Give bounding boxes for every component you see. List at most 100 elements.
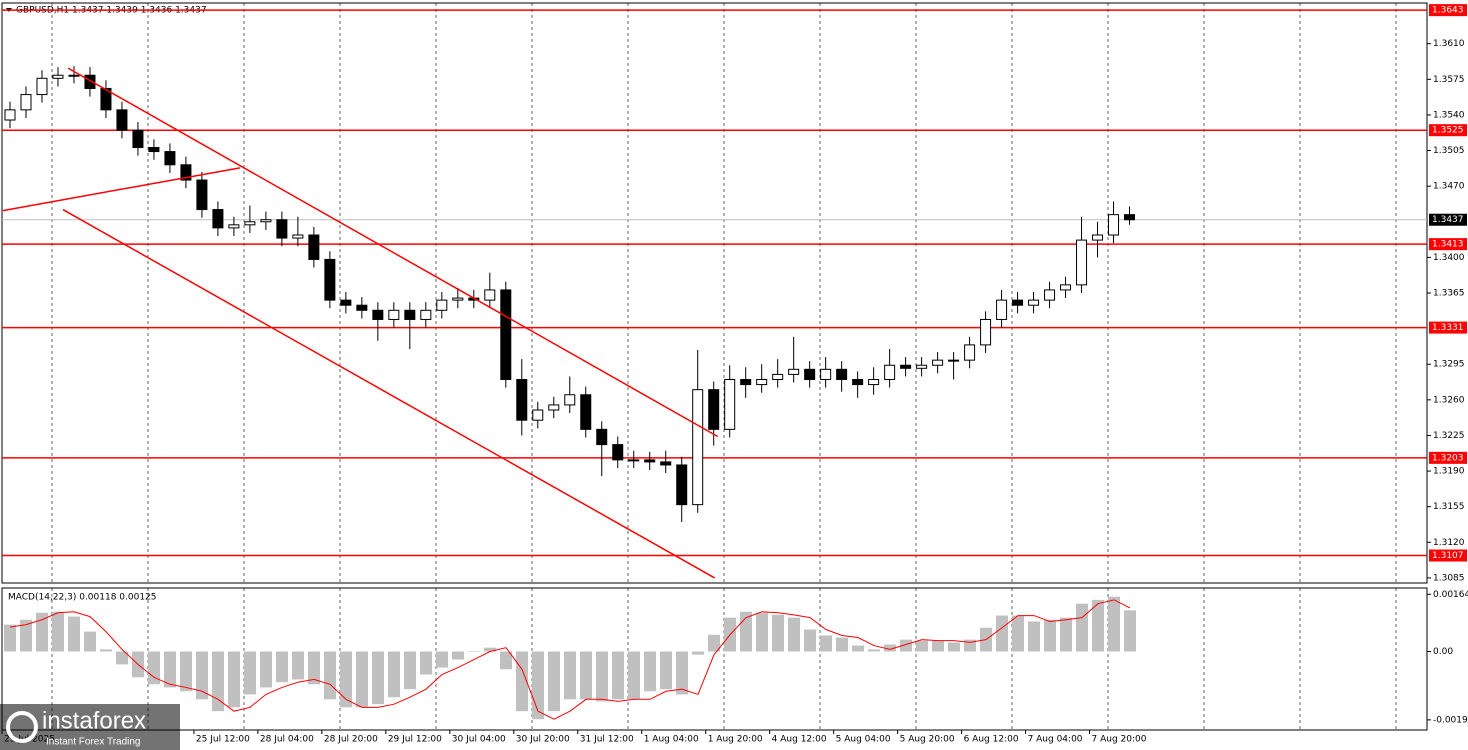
macd-bar (628, 651, 640, 700)
candle-body (564, 394, 576, 406)
candle-body (516, 378, 528, 421)
candle-body (532, 409, 544, 421)
level-label-box (1429, 238, 1467, 251)
macd-bar (180, 651, 192, 692)
candle-body (324, 258, 336, 301)
candle-body (4, 109, 16, 121)
last-price-label: 1.3437 (1432, 215, 1464, 225)
candle-body (356, 304, 368, 311)
macd-bar (1012, 615, 1024, 652)
y-tick-label: 1.3505 (1433, 146, 1465, 156)
candle-body (996, 299, 1008, 320)
candle-body (244, 221, 256, 226)
macd-bar (452, 651, 464, 660)
macd-bar (820, 635, 832, 652)
candle-body (612, 444, 624, 461)
trendline (2, 167, 241, 212)
candle-body (420, 309, 432, 320)
candle-body (308, 234, 320, 260)
candle-body (340, 299, 352, 306)
candle-body (196, 179, 208, 211)
candle-body (980, 318, 992, 346)
candle-body (68, 74, 80, 77)
macd-bar (228, 651, 240, 708)
macd-bar (756, 612, 768, 652)
macd-bar (1060, 617, 1072, 652)
macd-bar (212, 651, 224, 712)
y-tick-label: 1.3225 (1433, 431, 1465, 441)
candle-body (676, 464, 688, 506)
candle-body (820, 368, 832, 380)
y-tick-label: 1.3155 (1433, 502, 1465, 512)
macd-bar (916, 640, 928, 652)
candle-body (1124, 214, 1136, 221)
x-tick-label: 1 Aug 20:00 (708, 735, 763, 745)
macd-bar (900, 639, 912, 652)
macd-bar (260, 651, 272, 688)
logo-icon (6, 711, 38, 743)
y-tick-label: 1.3120 (1433, 538, 1465, 548)
logo-brand: instaforex (42, 707, 146, 734)
macd-bar (660, 651, 672, 690)
macd-bar (1076, 603, 1088, 652)
macd-bar (52, 611, 64, 652)
macd-bar (420, 651, 432, 675)
y-tick-label: 1.3400 (1433, 253, 1465, 263)
y-tick-label: 1.3085 (1433, 573, 1465, 583)
candle-body (1060, 284, 1072, 291)
x-tick-label: 25 Jul 12:00 (196, 735, 250, 745)
candle-body (868, 378, 880, 386)
macd-bar (340, 651, 352, 708)
candle-body (948, 359, 960, 362)
macd-bar (356, 651, 368, 708)
macd-bar (468, 651, 480, 652)
y-tick-label: 1.3610 (1433, 39, 1465, 49)
candle-body (900, 364, 912, 369)
candle-body (500, 289, 512, 380)
y-tick-label: 1.3540 (1433, 110, 1465, 120)
macd-bar (1124, 610, 1136, 652)
candle-body (1108, 214, 1120, 236)
macd-bar (100, 649, 112, 652)
candle-body (836, 368, 848, 380)
macd-bar (500, 651, 512, 670)
macd-bar (708, 634, 720, 652)
x-tick-label: 28 Jul 20:00 (324, 735, 378, 745)
candle-body (1076, 239, 1088, 286)
macd-bar (308, 651, 320, 685)
candle-body (580, 394, 592, 430)
x-tick-label: 30 Jul 04:00 (452, 735, 506, 745)
level-label: 1.3331 (1432, 323, 1464, 333)
level-label-box (1429, 321, 1467, 334)
candle-body (740, 378, 752, 386)
candle-body (148, 146, 160, 153)
candle-body (724, 378, 736, 430)
y-tick-label: 1.3295 (1433, 360, 1465, 370)
macd-bar (84, 631, 96, 652)
level-label: 1.3107 (1432, 551, 1464, 561)
macd-bar (372, 651, 384, 705)
candle-body (484, 289, 496, 301)
candle-body (180, 164, 192, 181)
candle-body (932, 359, 944, 366)
x-tick-label: 30 Jul 20:00 (516, 735, 570, 745)
candle-body (404, 309, 416, 320)
candle-body (84, 74, 96, 89)
macd-bar (4, 624, 16, 652)
candle-body (260, 219, 272, 223)
macd-bar (484, 647, 496, 652)
macd-bar (196, 651, 208, 700)
macd-bar (1044, 619, 1056, 652)
logo-box (0, 704, 180, 750)
x-tick-label: 7 Aug 04:00 (1028, 735, 1083, 745)
candle-body (548, 404, 560, 411)
level-label-box (1429, 4, 1467, 17)
y-tick-label: 1.3365 (1433, 289, 1465, 299)
macd-pane (1, 587, 1428, 731)
candle-body (788, 368, 800, 375)
candle-body (292, 234, 304, 239)
candle-body (644, 459, 656, 463)
macd-bar (964, 639, 976, 652)
x-tick-label: 28 Jul 04:00 (260, 735, 314, 745)
macd-bar (1028, 621, 1040, 652)
